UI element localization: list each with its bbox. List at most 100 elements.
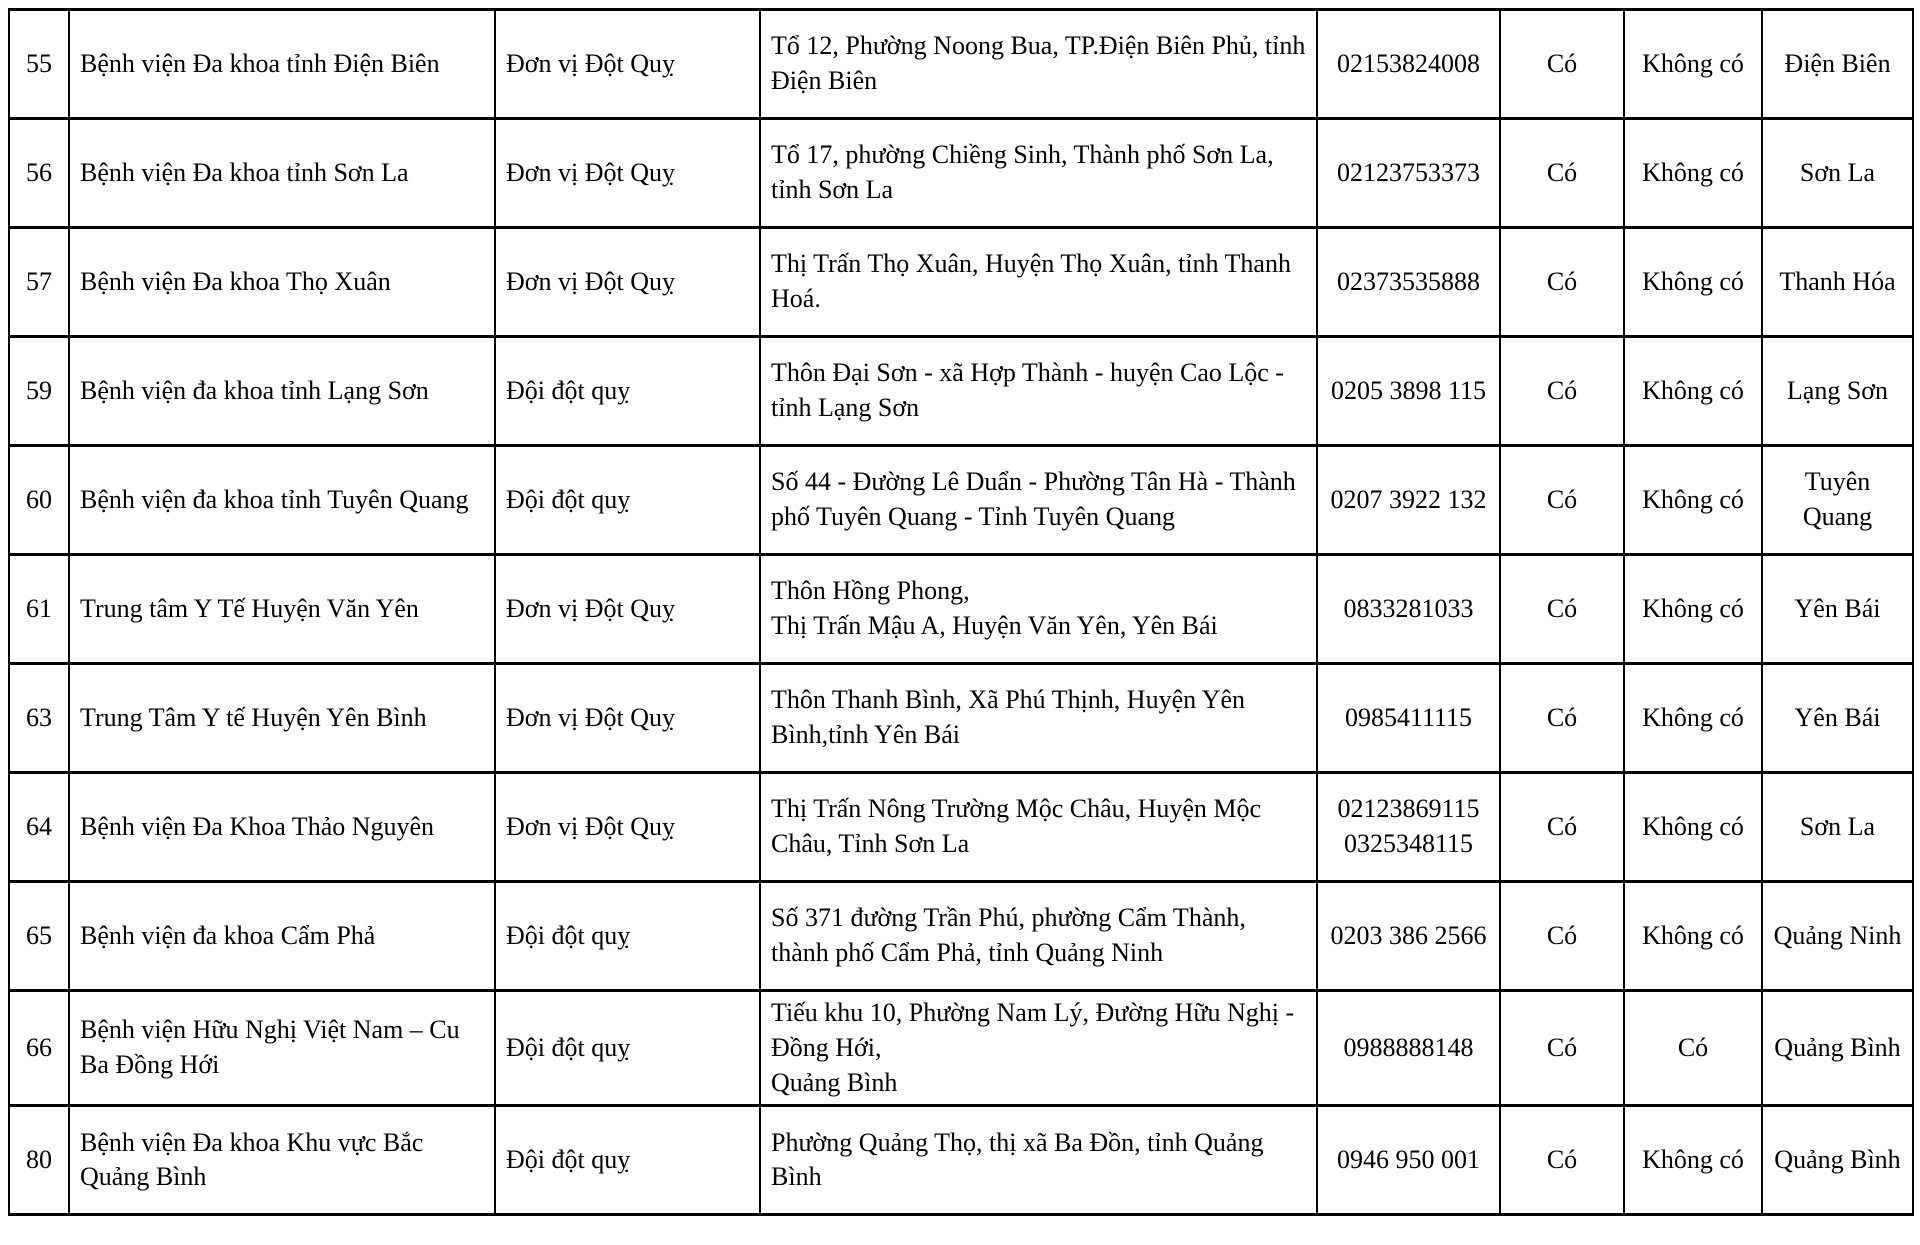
phone-cell: 0203 386 2566	[1316, 880, 1501, 992]
table-row: 66 Bệnh viện Hữu Nghị Việt Nam – Cu Ba Đ…	[8, 988, 1914, 1108]
col7-status-cell: Không có	[1623, 662, 1763, 774]
row-number-cell: 57	[8, 226, 70, 338]
table-row: 61 Trung tâm Y Tế Huyện Văn Yên Đơn vị Đ…	[8, 553, 1914, 665]
address-cell: Số 44 - Đường Lê Duẩn - Phường Tân Hà - …	[759, 444, 1318, 556]
col6-status-cell: Có	[1499, 444, 1625, 556]
hospital-name-cell: Bệnh viện Hữu Nghị Việt Nam – Cu Ba Đồng…	[68, 988, 496, 1108]
row-number-cell: 80	[8, 1104, 70, 1217]
address-cell: Thôn Đại Sơn - xã Hợp Thành - huyện Cao …	[759, 335, 1318, 447]
province-cell: Thanh Hóa	[1761, 226, 1914, 338]
document-page: 55 Bệnh viện Đa khoa tỉnh Điện Biên Đơn …	[8, 8, 1914, 1217]
phone-cell: 02373535888	[1316, 226, 1501, 338]
unit-type-cell: Đội đột quỵ	[494, 880, 761, 992]
unit-type-cell: Đội đột quỵ	[494, 335, 761, 447]
unit-type-cell: Đơn vị Đột Quỵ	[494, 662, 761, 774]
hospital-name-cell: Bệnh viện Đa Khoa Thảo Nguyên	[68, 771, 496, 883]
phone-cell: 02123869115 0325348115	[1316, 771, 1501, 883]
row-number-cell: 60	[8, 444, 70, 556]
col7-status-cell: Không có	[1623, 880, 1763, 992]
phone-cell: 0833281033	[1316, 553, 1501, 665]
col6-status-cell: Có	[1499, 1104, 1625, 1217]
table-row: 55 Bệnh viện Đa khoa tỉnh Điện Biên Đơn …	[8, 8, 1914, 120]
phone-cell: 0946 950 001	[1316, 1104, 1501, 1217]
unit-type-cell: Đơn vị Đột Quỵ	[494, 226, 761, 338]
phone-cell: 02153824008	[1316, 8, 1501, 120]
table-row: 64 Bệnh viện Đa Khoa Thảo Nguyên Đơn vị …	[8, 771, 1914, 883]
table-row: 59 Bệnh viện đa khoa tỉnh Lạng Sơn Đội đ…	[8, 335, 1914, 447]
row-number-cell: 55	[8, 8, 70, 120]
table-row: 63 Trung Tâm Y tế Huyện Yên Bình Đơn vị …	[8, 662, 1914, 774]
province-cell: Quảng Ninh	[1761, 880, 1914, 992]
province-cell: Lạng Sơn	[1761, 335, 1914, 447]
hospital-name-cell: Bệnh viện Đa khoa Khu vực Bắc Quảng Bình	[68, 1104, 496, 1217]
hospital-stroke-units-table: 55 Bệnh viện Đa khoa tỉnh Điện Biên Đơn …	[8, 8, 1914, 1217]
table-row: 57 Bệnh viện Đa khoa Thọ Xuân Đơn vị Đột…	[8, 226, 1914, 338]
unit-type-cell: Đơn vị Đột Quỵ	[494, 771, 761, 883]
address-cell: Tiếu khu 10, Phường Nam Lý, Đường Hữu Ng…	[759, 988, 1318, 1108]
province-cell: Yên Bái	[1761, 553, 1914, 665]
col7-status-cell: Không có	[1623, 117, 1763, 229]
phone-cell: 0207 3922 132	[1316, 444, 1501, 556]
province-cell: Sơn La	[1761, 771, 1914, 883]
hospital-name-cell: Bệnh viện đa khoa Cẩm Phả	[68, 880, 496, 992]
row-number-cell: 66	[8, 988, 70, 1108]
row-number-cell: 65	[8, 880, 70, 992]
hospital-name-cell: Bệnh viện Đa khoa tỉnh Sơn La	[68, 117, 496, 229]
hospital-name-cell: Bệnh viện Đa khoa Thọ Xuân	[68, 226, 496, 338]
table-row: 65 Bệnh viện đa khoa Cẩm Phả Đội đột quỵ…	[8, 880, 1914, 992]
hospital-name-cell: Bệnh viện đa khoa tỉnh Lạng Sơn	[68, 335, 496, 447]
col6-status-cell: Có	[1499, 335, 1625, 447]
row-number-cell: 56	[8, 117, 70, 229]
hospital-name-cell: Bệnh viện đa khoa tỉnh Tuyên Quang	[68, 444, 496, 556]
address-cell: Phường Quảng Thọ, thị xã Ba Đồn, tỉnh Qu…	[759, 1104, 1318, 1217]
col6-status-cell: Có	[1499, 988, 1625, 1108]
province-cell: Yên Bái	[1761, 662, 1914, 774]
unit-type-cell: Đơn vị Đột Quỵ	[494, 117, 761, 229]
address-cell: Số 371 đường Trần Phú, phường Cẩm Thành,…	[759, 880, 1318, 992]
col7-status-cell: Không có	[1623, 8, 1763, 120]
col6-status-cell: Có	[1499, 117, 1625, 229]
address-cell: Thôn Thanh Bình, Xã Phú Thịnh, Huyện Yên…	[759, 662, 1318, 774]
row-number-cell: 59	[8, 335, 70, 447]
col7-status-cell: Không có	[1623, 771, 1763, 883]
province-cell: Điện Biên	[1761, 8, 1914, 120]
col6-status-cell: Có	[1499, 8, 1625, 120]
col7-status-cell: Không có	[1623, 444, 1763, 556]
col6-status-cell: Có	[1499, 553, 1625, 665]
unit-type-cell: Đội đột quỵ	[494, 444, 761, 556]
col6-status-cell: Có	[1499, 771, 1625, 883]
row-number-cell: 61	[8, 553, 70, 665]
col7-status-cell: Không có	[1623, 553, 1763, 665]
address-cell: Thị Trấn Thọ Xuân, Huyện Thọ Xuân, tỉnh …	[759, 226, 1318, 338]
col7-status-cell: Không có	[1623, 226, 1763, 338]
col6-status-cell: Có	[1499, 226, 1625, 338]
province-cell: Quảng Bình	[1761, 988, 1914, 1108]
phone-cell: 0205 3898 115	[1316, 335, 1501, 447]
phone-cell: 0985411115	[1316, 662, 1501, 774]
phone-cell: 02123753373	[1316, 117, 1501, 229]
unit-type-cell: Đội đột quỵ	[494, 988, 761, 1108]
table-row: 56 Bệnh viện Đa khoa tỉnh Sơn La Đơn vị …	[8, 117, 1914, 229]
table-row: 60 Bệnh viện đa khoa tỉnh Tuyên Quang Độ…	[8, 444, 1914, 556]
phone-cell: 0988888148	[1316, 988, 1501, 1108]
hospital-name-cell: Trung tâm Y Tế Huyện Văn Yên	[68, 553, 496, 665]
province-cell: Sơn La	[1761, 117, 1914, 229]
col7-status-cell: Không có	[1623, 1104, 1763, 1217]
address-cell: Tổ 17, phường Chiềng Sinh, Thành phố Sơn…	[759, 117, 1318, 229]
province-cell: Quảng Bình	[1761, 1104, 1914, 1217]
row-number-cell: 63	[8, 662, 70, 774]
col7-status-cell: Không có	[1623, 335, 1763, 447]
unit-type-cell: Đội đột quỵ	[494, 1104, 761, 1217]
col6-status-cell: Có	[1499, 880, 1625, 992]
col6-status-cell: Có	[1499, 662, 1625, 774]
province-cell: Tuyên Quang	[1761, 444, 1914, 556]
row-number-cell: 64	[8, 771, 70, 883]
address-cell: Thôn Hồng Phong, Thị Trấn Mậu A, Huyện V…	[759, 553, 1318, 665]
address-cell: Tổ 12, Phường Noong Bua, TP.Điện Biên Ph…	[759, 8, 1318, 120]
hospital-name-cell: Trung Tâm Y tế Huyện Yên Bình	[68, 662, 496, 774]
unit-type-cell: Đơn vị Đột Quỵ	[494, 553, 761, 665]
unit-type-cell: Đơn vị Đột Quỵ	[494, 8, 761, 120]
address-cell: Thị Trấn Nông Trường Mộc Châu, Huyện Mộc…	[759, 771, 1318, 883]
hospital-name-cell: Bệnh viện Đa khoa tỉnh Điện Biên	[68, 8, 496, 120]
col7-status-cell: Có	[1623, 988, 1763, 1108]
